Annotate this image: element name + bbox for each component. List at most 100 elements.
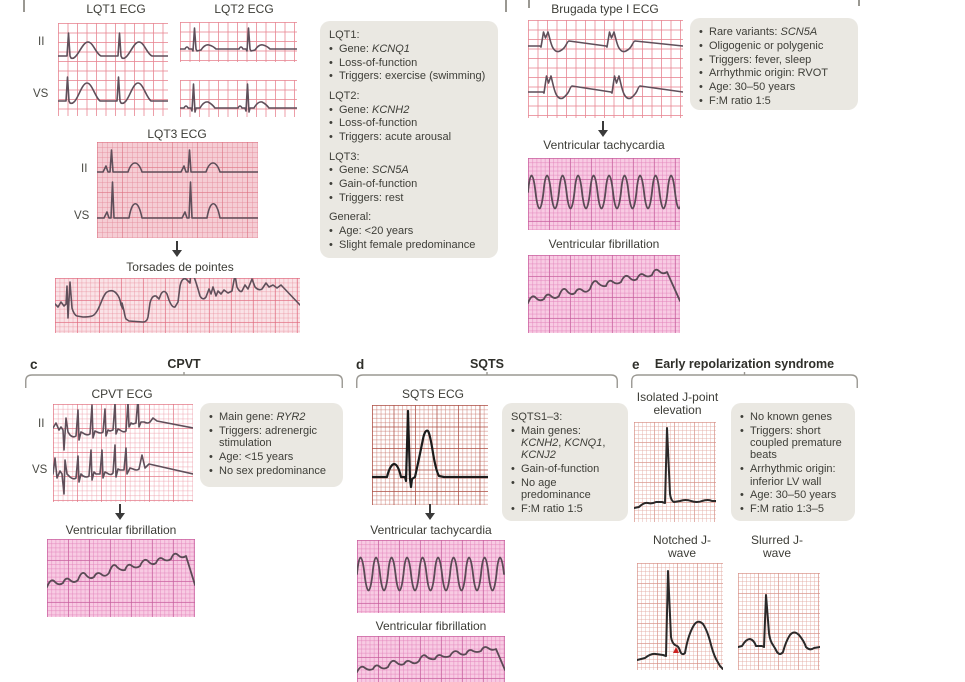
sqts-vt-strip: [357, 540, 505, 613]
info-text: Age: <15 years: [219, 450, 294, 463]
lqt2-ecg-strip-lead-ii: [180, 22, 297, 62]
isolated-jpoint-trace: [634, 427, 716, 509]
brugada-ecg-strip: [528, 20, 683, 118]
bullet-icon: •: [511, 503, 515, 516]
info-bullet: • Triggers: short coupled premature beats: [740, 425, 846, 462]
info-bullet: • Slight female predominance: [329, 239, 489, 251]
info-text: Triggers: adrenergic stimulation: [219, 424, 318, 450]
info-bullet: • Gene: KCNH2: [329, 104, 489, 116]
bullet-icon: •: [329, 56, 333, 69]
info-text: LQT1:: [329, 29, 360, 41]
lqt3-ecg-strip: [97, 142, 258, 238]
bullet-icon: •: [329, 225, 333, 238]
info-text: No known genes: [750, 411, 832, 423]
cpvt-lead-label-v5: VS: [32, 464, 48, 476]
info-text: Loss-of-function: [339, 56, 418, 69]
bullet-icon: •: [740, 424, 744, 437]
info-text: LQT3:: [329, 150, 360, 163]
info-bullet: • Gene: SCN5A: [329, 164, 489, 176]
info-bullet: • No age predominance: [511, 477, 619, 502]
bullet-icon: •: [699, 26, 703, 38]
bullet-icon: •: [511, 477, 515, 490]
vt-trace: [528, 174, 680, 210]
ers-bracket: [631, 372, 858, 388]
info-bullet: • No sex predominance: [209, 465, 334, 477]
jwave-notch-marker-icon: [673, 647, 679, 653]
brugada-vt-label: Ventricular tachycardia: [543, 138, 665, 152]
bullet-icon: •: [329, 42, 333, 55]
brugada-vf-strip: [528, 255, 680, 333]
notched-jwave-trace: [637, 570, 723, 670]
bullet-icon: •: [740, 411, 744, 423]
vt-trace: [357, 556, 505, 592]
bullet-icon: •: [329, 191, 333, 204]
info-bullet: • Age: 30–50 years: [740, 489, 846, 501]
info-text: F:M ratio 1:5: [521, 503, 583, 516]
info-text: Oligogenic or polygenic: [709, 39, 824, 52]
lqt3-ecg-trace: [97, 149, 258, 219]
bullet-icon: •: [699, 81, 703, 94]
info-bullet: • Main genes: KCNH2, KCNQ1, KCNJ2: [511, 425, 619, 462]
lqt3-ecg-title: LQT3 ECG: [147, 127, 207, 141]
info-bullet: • Rare variants: SCN5A: [699, 26, 849, 38]
down-arrow-icon: [115, 504, 125, 520]
lqt3-lead-label-v5: VS: [74, 210, 90, 222]
cpvt-lead-label-ii: II: [38, 418, 45, 430]
info-bullet: • Gain-of-function: [511, 463, 619, 475]
ers-section-title: Early repolarization syndrome: [654, 357, 835, 371]
bullet-icon: •: [740, 489, 744, 502]
info-text: No age predominance: [521, 477, 591, 502]
info-text: Triggers: exercise (swimming): [339, 70, 486, 83]
sqts-ecg-strip: [372, 405, 488, 505]
info-bullet: • Age: <20 years: [329, 225, 489, 237]
panel-b-bracket-end-right: [858, 0, 860, 6]
info-text: General:: [329, 211, 372, 224]
info-bullet: • Age: <15 years: [209, 451, 334, 463]
sqts-ecg-title: SQTS ECG: [401, 387, 464, 401]
slurred-jwave-trace: [738, 594, 820, 655]
info-text: Gene: KCNQ1: [339, 42, 410, 55]
info-bullet: • Triggers: fever, sleep: [699, 54, 849, 66]
lqt2-ecg-trace-v5: [180, 83, 297, 113]
lqt3-lead-label-ii: II: [81, 163, 88, 175]
notched-jwave-label: Notched J-wave: [652, 533, 712, 561]
info-bullet: • Triggers: rest: [329, 192, 489, 204]
info-text: Gain-of-function: [521, 463, 600, 476]
bullet-icon: •: [511, 463, 515, 476]
cpvt-ecg-title: CPVT ECG: [91, 387, 153, 401]
info-text: Triggers: acute arousal: [339, 131, 452, 144]
brugada-vf-label: Ventricular fibrillation: [548, 237, 660, 251]
ers-info-box: • No known genes • Triggers: short coupled …: [731, 403, 855, 521]
bullet-icon: •: [209, 424, 213, 437]
vf-trace: [357, 646, 505, 673]
info-text: LQT2:: [329, 89, 360, 102]
info-text: Main gene: RYR2: [219, 411, 306, 423]
panel-letter-c: c: [30, 357, 38, 372]
info-bullet: • F:M ratio 1:3–5: [740, 503, 846, 515]
lead-label-v5: VS: [33, 88, 49, 100]
info-text: Arrhythmic origin: inferior LV wall: [750, 463, 836, 488]
info-bullet: • Loss-of-function: [329, 57, 489, 69]
info-text: Gain-of-function: [339, 178, 418, 191]
cpvt-section-title: CPVT: [167, 357, 201, 371]
bullet-icon: •: [329, 103, 333, 116]
info-text: F:M ratio 1:5: [709, 95, 771, 108]
brugada-ecg-trace: [528, 31, 683, 100]
info-text: Slight female predominance: [339, 238, 476, 251]
info-text: Rare variants: SCN5A: [709, 26, 818, 38]
sqts-info-box: SQTS1–3: • Main genes: KCNH2, KCNQ1, KCNJ2…: [502, 403, 628, 521]
info-heading: LQT1:: [329, 29, 489, 41]
torsades-trace: [55, 278, 300, 323]
sqts-vt-label: Ventricular tachycardia: [370, 523, 492, 537]
info-bullet: • Arrhythmic origin: RVOT: [699, 67, 849, 79]
bullet-icon: •: [329, 117, 333, 130]
info-text: Age: 30–50 years: [750, 489, 837, 502]
panel-a-bracket-end-left: [23, 0, 25, 12]
bullet-icon: •: [699, 53, 703, 66]
brugada-ecg-title: Brugada type I ECG: [551, 2, 659, 16]
info-text: Triggers: fever, sleep: [709, 53, 812, 66]
info-bullet: • Loss-of-function: [329, 117, 489, 129]
down-arrow-icon: [598, 121, 608, 137]
info-text: Triggers: short coupled premature beats: [750, 424, 842, 462]
info-text: Age: <20 years: [339, 225, 414, 238]
